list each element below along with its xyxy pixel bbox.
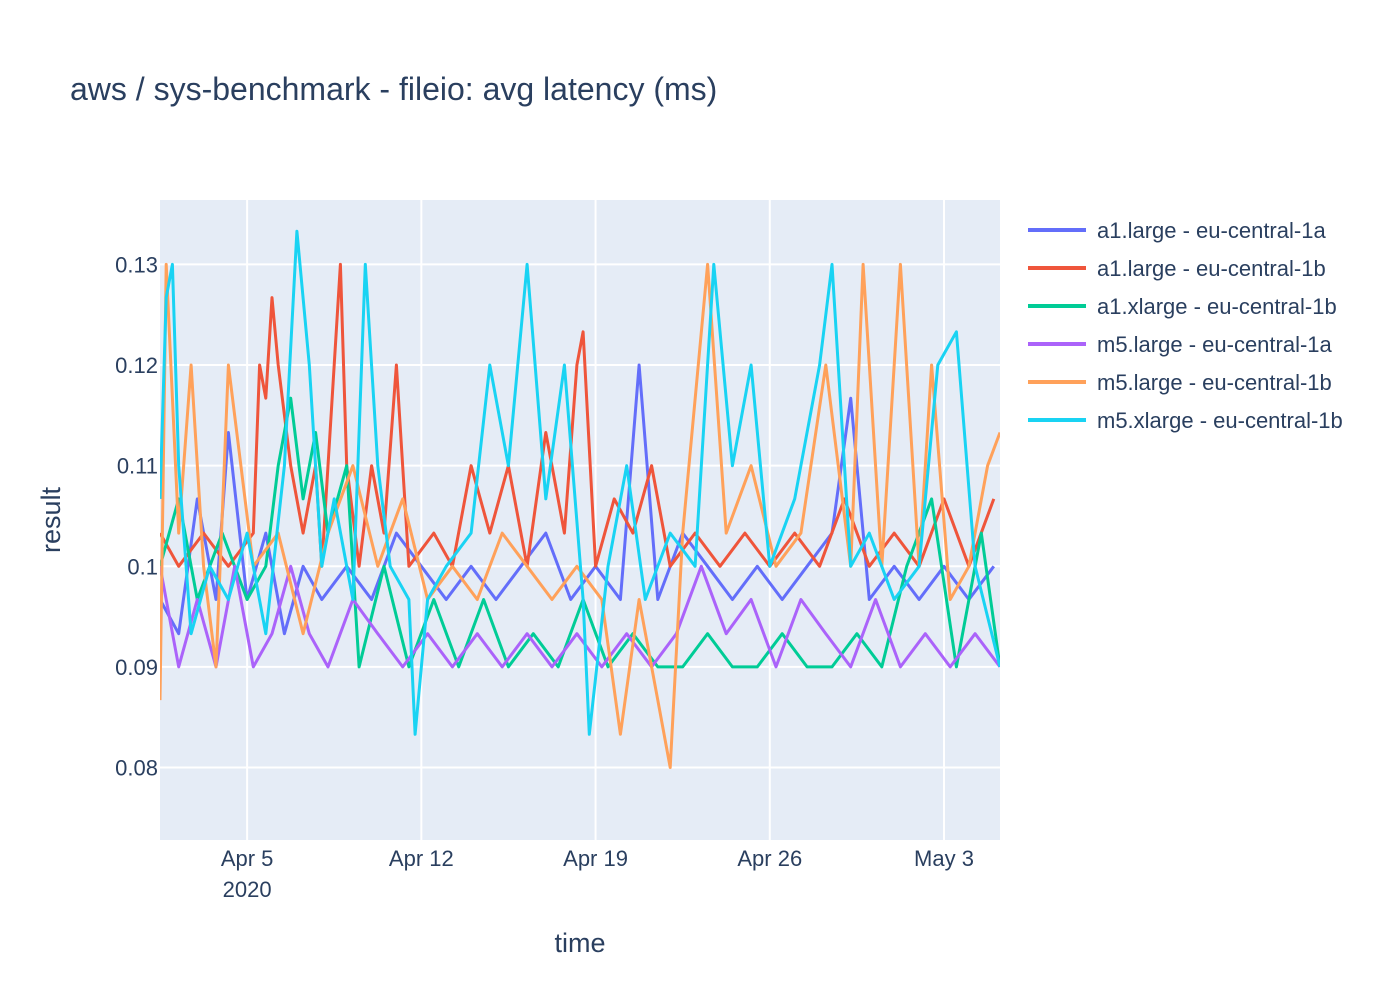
legend-label: m5.large - eu-central-1a: [1097, 332, 1333, 357]
x-tick-label: May 3: [914, 846, 974, 871]
x-tick-label: Apr 12: [389, 846, 454, 871]
x-tick-label: Apr 5: [221, 846, 274, 871]
series-line-3: [160, 564, 1000, 669]
x-tick-year-label: 2020: [223, 877, 272, 902]
legend-label: a1.large - eu-central-1b: [1097, 256, 1326, 281]
y-axis-ticks: 0.08 0.09 0.1 0.11 0.12 0.13: [115, 252, 158, 780]
x-tick-label: Apr 26: [737, 846, 802, 871]
series-line-5: [160, 229, 1000, 736]
plot-background: [160, 200, 1000, 840]
legend-label: m5.large - eu-central-1b: [1097, 370, 1332, 395]
y-tick-label: 0.1: [127, 554, 158, 579]
x-axis-ticks: Apr 5 2020 Apr 12 Apr 19 Apr 26 May 3: [221, 846, 974, 902]
y-tick-label: 0.11: [117, 454, 158, 479]
y-tick-label: 0.13: [115, 252, 158, 277]
series-line-1: [160, 262, 996, 568]
legend: a1.large - eu-central-1a a1.large - eu-ce…: [1028, 218, 1343, 433]
y-tick-label: 0.12: [115, 353, 158, 378]
y-tick-label: 0.08: [115, 756, 158, 781]
x-axis-title: time: [554, 928, 605, 958]
y-tick-label: 0.09: [115, 655, 158, 680]
legend-label: a1.large - eu-central-1a: [1097, 218, 1326, 243]
chart-title: aws / sys-benchmark - fileio: avg latenc…: [70, 71, 717, 107]
series-layer: [160, 229, 1000, 769]
series-line-4: [160, 262, 1000, 769]
x-tick-label: Apr 19: [563, 846, 628, 871]
y-axis-title: result: [36, 486, 66, 553]
series-line-2: [160, 396, 1000, 669]
legend-label: m5.xlarge - eu-central-1b: [1097, 408, 1343, 433]
legend-label: a1.xlarge - eu-central-1b: [1097, 294, 1337, 319]
